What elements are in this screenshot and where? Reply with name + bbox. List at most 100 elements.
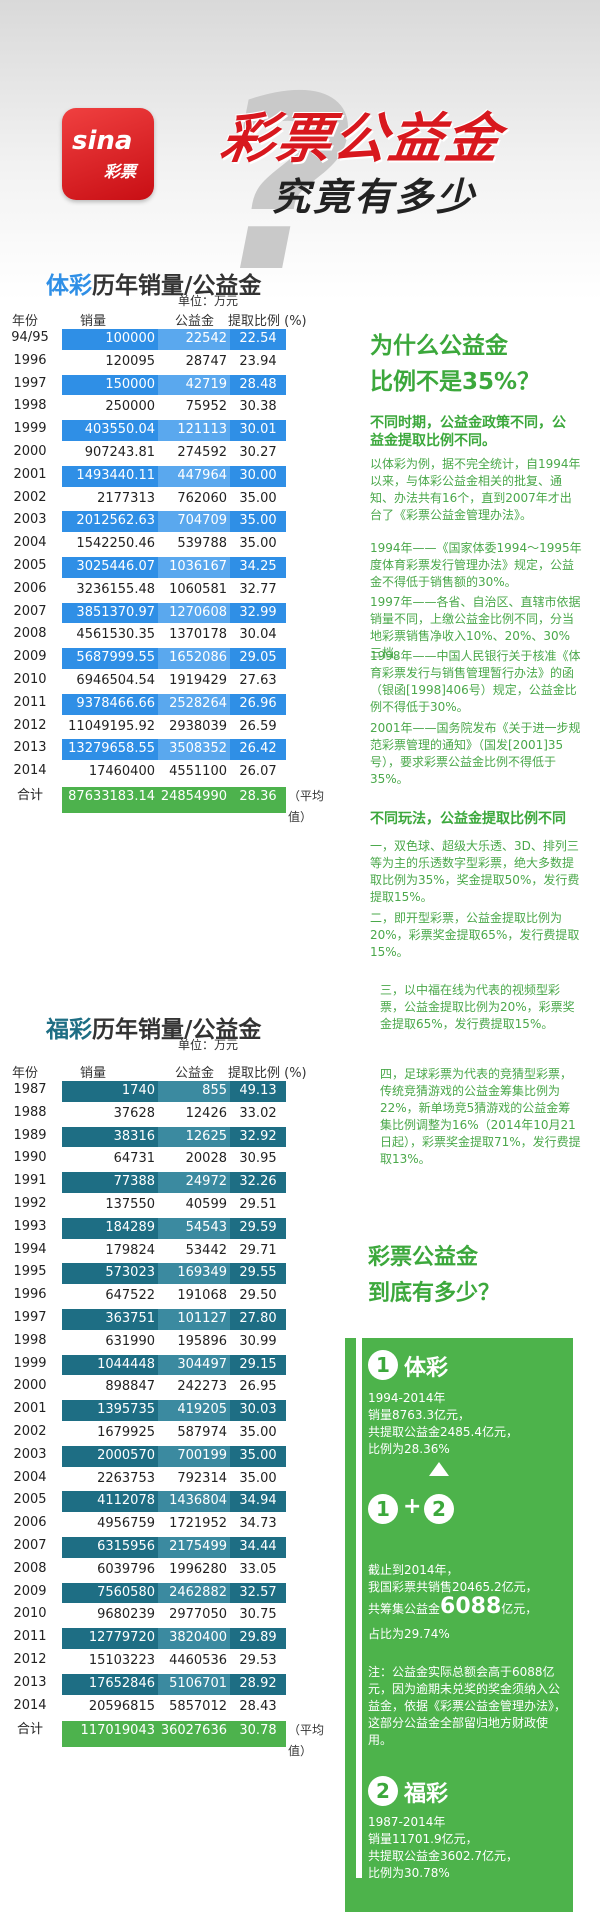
fucai-cell-sales: 7560580 [62, 1582, 158, 1604]
fucai-cell-ratio: 34.94 [230, 1491, 286, 1513]
fucai-total-ratio: 30.78 [230, 1721, 286, 1748]
fucai-cell-sales: 1044448 [62, 1354, 158, 1376]
fucai-cell-ratio: 35.00 [239, 1470, 277, 1486]
fucai-cell-year: 2010 [13, 1606, 47, 1622]
ticai-cell-ratio: 34.25 [230, 557, 286, 578]
fucai-cell-ratio: 35.00 [239, 1425, 277, 1440]
ticai-cell-ratio: 26.59 [239, 718, 277, 734]
fucai-cell-year: 2001 [13, 1401, 47, 1417]
ticai-total-ratio: 28.36 [230, 787, 286, 813]
fucai-header-year: 年份 [12, 1066, 39, 1081]
fucai-cell-sales: 137550 [105, 1197, 155, 1212]
fucai-cell-ratio: 29.50 [239, 1288, 277, 1304]
fucai-cell-year: 1993 [13, 1218, 47, 1234]
sina-lottery-logo: sina 彩票 [62, 108, 154, 200]
ticai-cell-fund: 2938039 [169, 718, 227, 734]
fucai-cell-sales: 898847 [105, 1379, 155, 1395]
why-paragraph-2001: 2001年——国务院发布《关于进一步规范彩票管理的通知》（国发[2001]35号… [370, 721, 581, 786]
fucai-cell-ratio: 27.80 [230, 1309, 286, 1330]
ticai-cell-ratio: 35.00 [239, 536, 277, 552]
logo-sub-text: 彩票 [104, 162, 137, 181]
ticai-cell-sales: 13279658.55 [62, 739, 158, 761]
fucai-cell-year: 1991 [13, 1173, 47, 1189]
ticai-cell-sales: 9378466.66 [62, 693, 158, 715]
fucai-cell-year: 2011 [13, 1629, 47, 1645]
fucai-cell-ratio: 30.95 [239, 1151, 277, 1167]
fucai-cell-sales: 1740 [62, 1081, 158, 1102]
fucai-cell-ratio: 26.95 [239, 1379, 277, 1395]
ticai-cell-sales: 2177313 [97, 490, 155, 506]
fucai-summary-label: 福彩 [404, 1782, 449, 1807]
why-paragraph-1997: 1997年——各省、自治区、直辖市依据销量不同，上缴公益金比例不同，分当地彩票销… [370, 595, 581, 660]
fucai-cell-year: 2013 [13, 1674, 47, 1690]
fucai-cell-year: 2005 [13, 1492, 47, 1508]
ticai-table-row: 2005 3025446.07 1036167 34.25 [0, 556, 340, 579]
ticai-cell-year: 2009 [13, 649, 47, 665]
fucai-cell-ratio: 33.05 [239, 1561, 277, 1577]
fucai-cell-year: 2007 [13, 1538, 47, 1553]
fucai-title-highlight: 福彩 [46, 1017, 92, 1043]
arrow-up-icon [429, 1462, 449, 1476]
question-mark-graphic: ? [215, 45, 355, 325]
ticai-cell-year: 94/95 [11, 330, 49, 345]
ticai-cell-sales: 1493440.11 [62, 465, 158, 487]
ticai-cell-fund: 1036167 [158, 557, 230, 578]
main-title: 彩票公益金 [216, 107, 506, 170]
fucai-cell-fund: 1436804 [158, 1491, 230, 1513]
fucai-cell-fund: 1721952 [169, 1516, 227, 1532]
fucai-cell-sales: 1395735 [62, 1400, 158, 1421]
ticai-cell-fund: 42719 [158, 374, 230, 396]
fucai-cell-sales: 20596815 [88, 1698, 155, 1714]
fucai-table-row: 2009 7560580 2462882 32.57 [0, 1582, 340, 1605]
fucai-cell-fund: 169349 [158, 1263, 230, 1285]
why-title: 为什么公益金 比例不是35%？ [370, 328, 540, 400]
fucai-cell-year: 2008 [13, 1560, 47, 1576]
ticai-total-sales: 87633183.14 [62, 787, 158, 813]
sub-title: 究竟有多少 [272, 175, 478, 219]
fucai-cell-ratio: 49.13 [230, 1081, 286, 1102]
summary-panel [345, 1338, 573, 1912]
ticai-cell-year: 2001 [13, 466, 47, 482]
ticai-cell-year: 2003 [13, 512, 47, 528]
ticai-table-row: 2001 1493440.11 447964 30.00 [0, 465, 340, 488]
fucai-cell-year: 2012 [13, 1652, 47, 1667]
ticai-cell-year: 2004 [13, 535, 47, 551]
fucai-cell-ratio: 34.44 [230, 1537, 286, 1558]
ticai-cell-year: 1999 [13, 421, 47, 437]
fucai-table-row: 1998 631990 195896 30.99 [0, 1331, 340, 1354]
fucai-cell-ratio: 29.71 [239, 1242, 277, 1258]
fucai-unit: 单位：万元 [178, 1038, 239, 1052]
fucai-cell-ratio: 30.75 [239, 1607, 277, 1623]
fucai-cell-fund: 2175499 [158, 1537, 230, 1558]
how-much-title-line1: 彩票公益金 [368, 1245, 479, 1270]
ticai-cell-fund: 1652086 [158, 648, 230, 669]
ticai-summary-label: 体彩 [404, 1356, 449, 1381]
fucai-table-row: 1996 647522 191068 29.50 [0, 1285, 340, 1308]
fucai-table-row: 1992 137550 40599 29.51 [0, 1194, 340, 1217]
ticai-cell-sales: 1542250.46 [76, 536, 155, 552]
ticai-cell-sales: 907243.81 [84, 445, 155, 460]
why-paragraph-lotto: 一，双色球、超级大乐透、3D、排列三等为主的乐透数字型彩票，绝大多数提取比例为3… [370, 839, 580, 904]
fucai-cell-ratio: 35.00 [230, 1445, 286, 1467]
ticai-cell-ratio: 30.04 [239, 627, 277, 643]
ticai-cell-sales: 2012562.63 [62, 511, 158, 533]
ticai-cell-fund: 3508352 [158, 739, 230, 761]
ticai-header-sales: 销量 [80, 314, 107, 329]
logo-text: sina [72, 126, 133, 156]
ticai-cell-ratio: 29.05 [230, 648, 286, 669]
ticai-total-avg: （平均值） [288, 789, 325, 824]
number-2-icon: 2 [368, 1776, 398, 1806]
ticai-header-fund: 公益金 [175, 314, 215, 329]
ticai-total-row: 合计 87633183.14 24854990 28.36 （平均值） [0, 786, 340, 824]
fucai-cell-sales: 64731 [113, 1151, 155, 1167]
fucai-total-label: 合计 [16, 1722, 43, 1738]
fucai-cell-year: 1988 [13, 1104, 47, 1120]
fucai-table-row: 1997 363751 101127 27.80 [0, 1308, 340, 1331]
ticai-header-ratio: 提取比例 (%) [228, 314, 307, 329]
ticai-cell-fund: 704709 [158, 511, 230, 533]
why-paragraph-video: 三，以中福在线为代表的视频型彩票，公益金提取比例为20%，彩票奖金提取65%，发… [380, 983, 575, 1031]
fucai-cell-fund: 195896 [177, 1333, 227, 1349]
fucai-cell-year: 1990 [13, 1150, 47, 1166]
ticai-cell-sales: 403550.04 [62, 420, 158, 441]
ticai-cell-fund: 2528264 [158, 693, 230, 715]
